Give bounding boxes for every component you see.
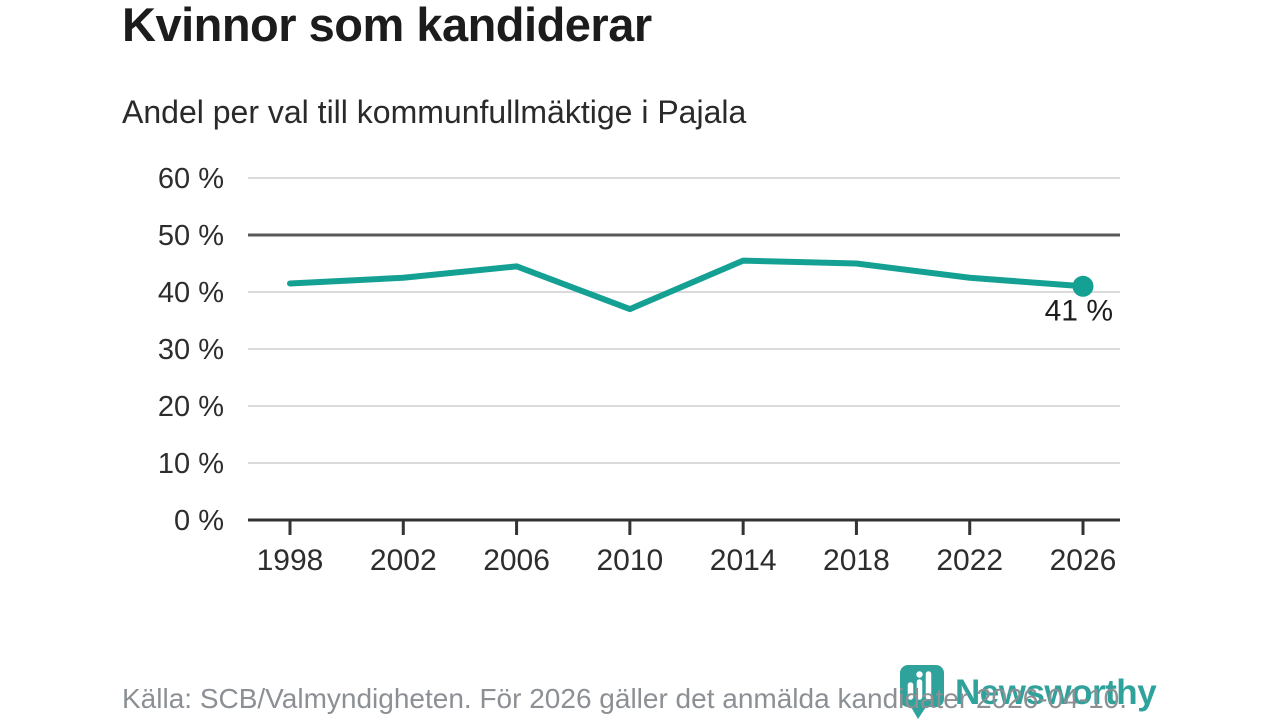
data-point-marker — [1072, 275, 1094, 297]
y-axis-label: 0 % — [174, 505, 224, 537]
y-axis-label: 10 % — [158, 448, 224, 480]
x-axis-label: 2022 — [936, 544, 1003, 577]
y-axis-label: 40 % — [158, 277, 224, 309]
x-axis-label: 1998 — [257, 544, 324, 577]
trend-line — [287, 257, 1086, 313]
source-text: Källa: SCB/Valmyndigheten. För 2026 gäll… — [122, 683, 1127, 714]
y-axis-label: 20 % — [158, 391, 224, 423]
x-axis-label: 2010 — [596, 544, 663, 577]
x-axis-label: 2006 — [483, 544, 550, 577]
page-title: Kvinnor som kandiderar — [122, 0, 652, 51]
y-axis-label: 30 % — [158, 334, 224, 366]
page-subtitle: Andel per val till kommunfullmäktige i P… — [122, 94, 747, 130]
x-axis-label: 2014 — [710, 544, 777, 577]
y-axis-label: 60 % — [158, 163, 224, 195]
x-axis-label: 2018 — [823, 544, 890, 577]
x-axis-label: 2002 — [370, 544, 437, 577]
y-axis-label: 50 % — [158, 220, 224, 252]
newsworthy-logo: Newsworthy — [899, 664, 1157, 720]
x-axis-label: 2026 — [1050, 544, 1117, 577]
data-point-label: 41 % — [1045, 294, 1113, 327]
logo-text: Newsworthy — [955, 672, 1157, 712]
bar-chart-pin-icon — [900, 665, 944, 719]
